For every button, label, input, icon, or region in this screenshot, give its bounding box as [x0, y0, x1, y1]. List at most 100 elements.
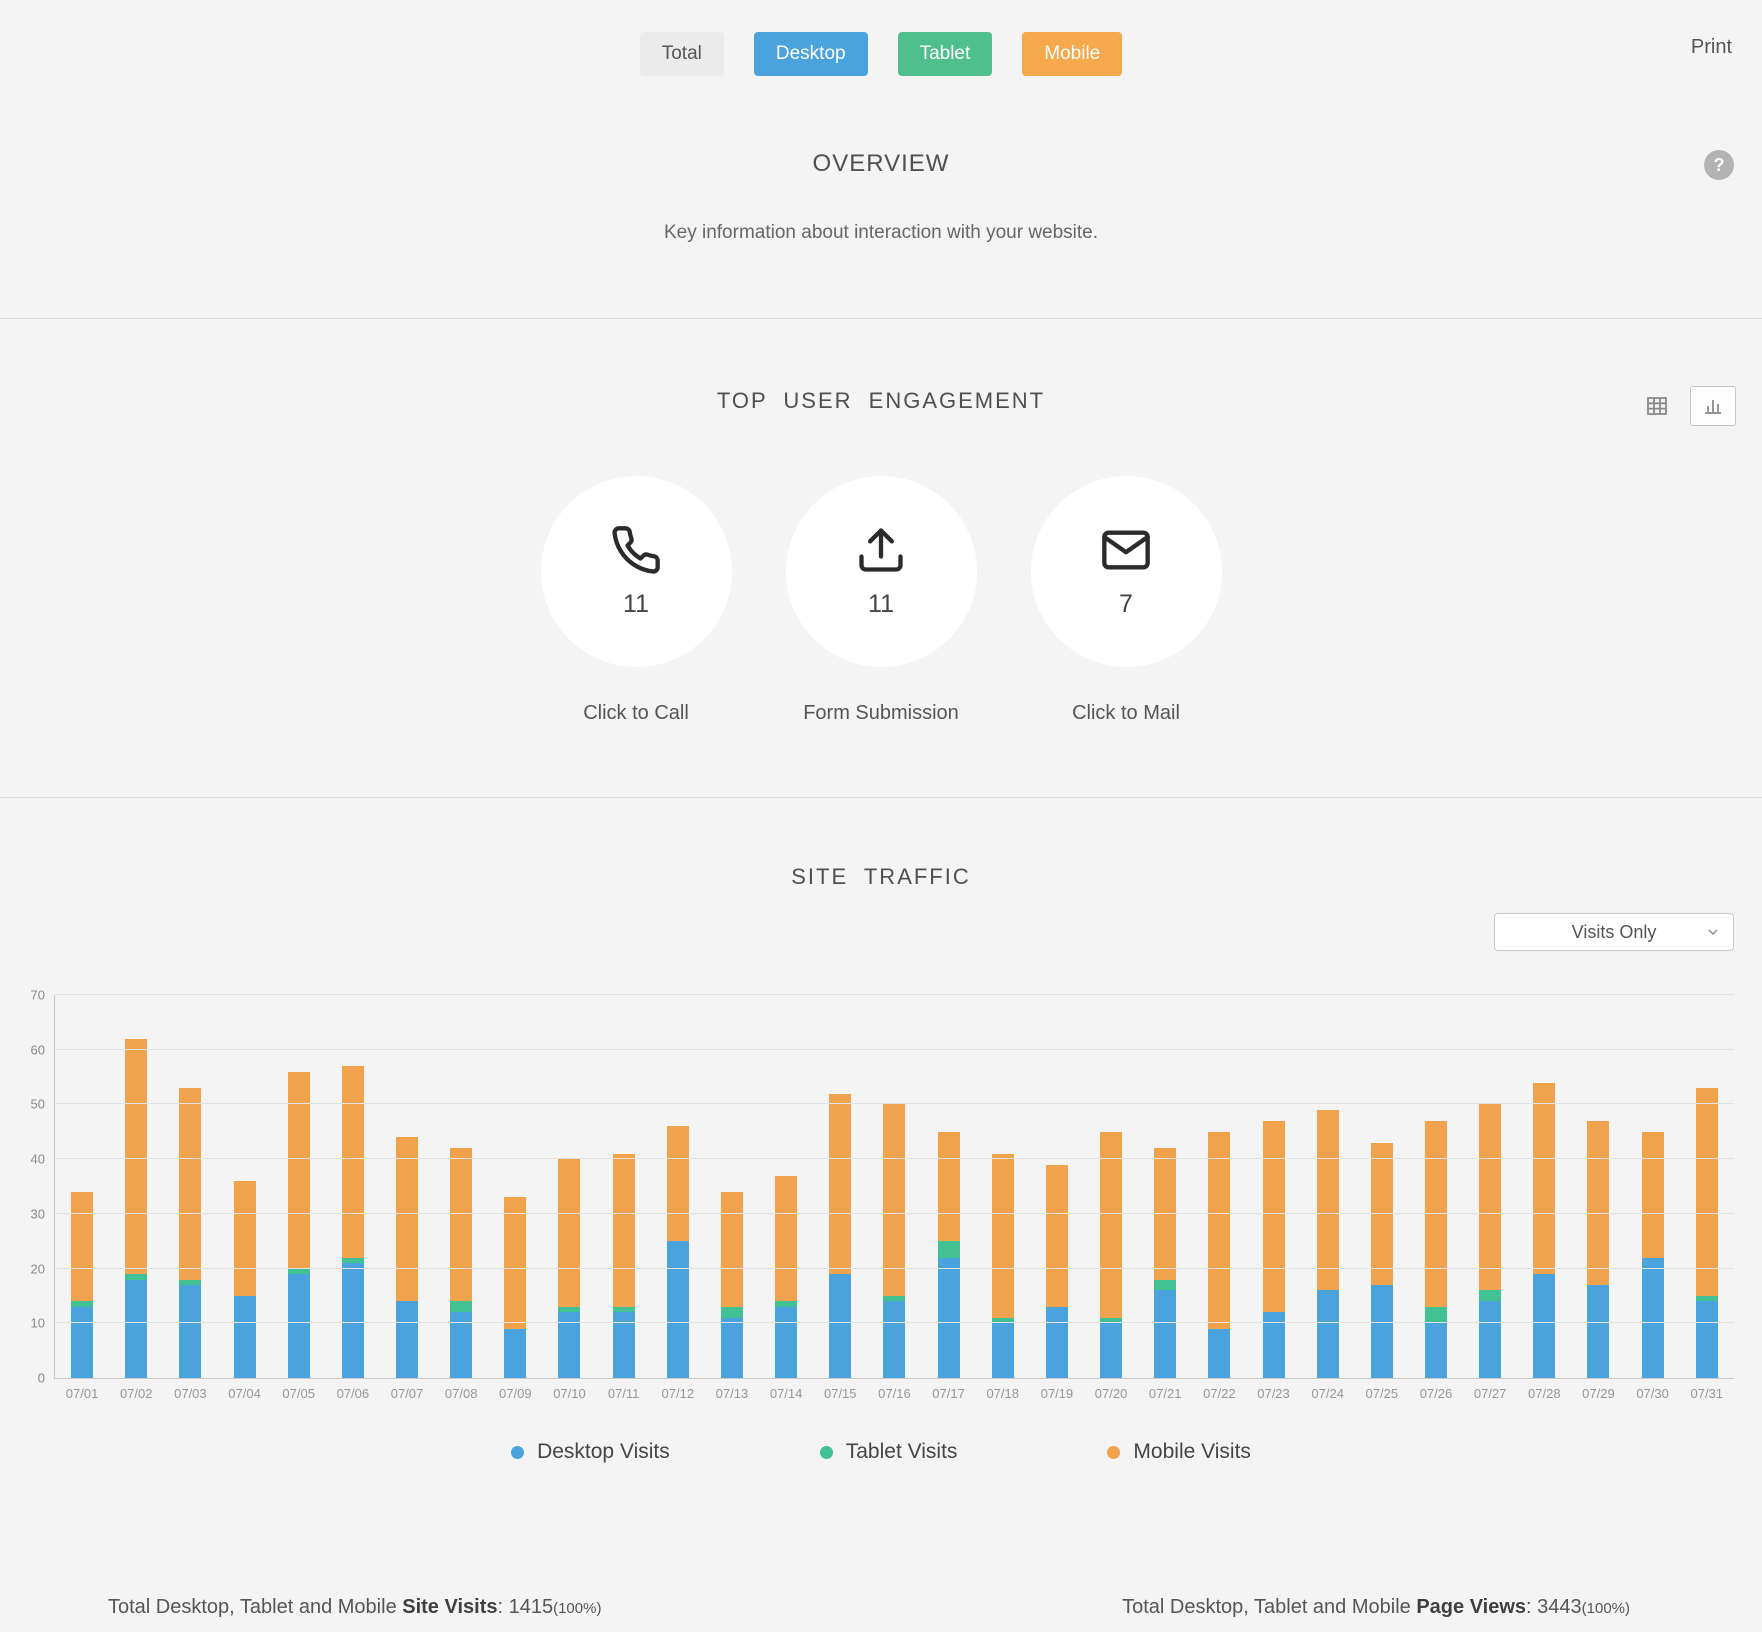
desktop-visits-segment: [287, 1274, 310, 1378]
chart-bar-07-09[interactable]: [504, 995, 527, 1378]
chart-bar-07-07[interactable]: [396, 995, 419, 1378]
chart-bar-07-12[interactable]: [666, 995, 689, 1378]
filter-desktop-button[interactable]: Desktop: [753, 32, 868, 76]
click-to-call-stat: 11: [540, 476, 732, 667]
desktop-visits-segment: [558, 1312, 581, 1378]
x-axis-label: 07/30: [1636, 1386, 1669, 1401]
chart-bar-07-29[interactable]: [1587, 995, 1610, 1378]
print-button[interactable]: Print: [1690, 36, 1732, 58]
desktop-visits-segment: [1100, 1323, 1123, 1378]
x-axis-label: 07/27: [1473, 1386, 1507, 1401]
engagement-circles: 11 11 7: [0, 476, 1762, 667]
legend-item-mobile-visits[interactable]: Mobile Visits: [1107, 1440, 1251, 1464]
form-submission-label: Form Submission: [803, 702, 959, 724]
dropdown-value: Visits Only: [1571, 921, 1657, 942]
chart-bar-07-05[interactable]: [287, 995, 310, 1378]
desktop-visits-segment: [1262, 1312, 1285, 1378]
y-axis-label: 50: [30, 1096, 45, 1112]
legend-item-desktop-visits[interactable]: Desktop Visits: [511, 1440, 670, 1464]
bar-slot: [1517, 995, 1571, 1378]
chart-bar-07-25[interactable]: [1370, 995, 1393, 1378]
chart-bar-07-16[interactable]: [883, 995, 906, 1378]
chart-bar-07-20[interactable]: [1100, 995, 1123, 1378]
x-axis-label: 07/15: [823, 1386, 857, 1401]
mobile-visits-segment: [558, 1159, 581, 1307]
bar-slot: [55, 995, 109, 1378]
mobile-visits-segment: [504, 1197, 527, 1329]
mobile-visits-segment: [1479, 1104, 1502, 1291]
x-axis-label: 07/25: [1365, 1386, 1399, 1401]
help-icon[interactable]: ?: [1704, 150, 1734, 180]
mobile-visits-segment: [1100, 1131, 1123, 1318]
table-view-button[interactable]: [1634, 386, 1680, 426]
gridline: [55, 1212, 1734, 1214]
mobile-visits-segment: [1424, 1120, 1447, 1307]
x-axis-label: 07/19: [1040, 1386, 1074, 1401]
mobile-visits-segment: [666, 1126, 689, 1242]
x-axis-label: 07/18: [986, 1386, 1019, 1401]
chart-bar-07-24[interactable]: [1316, 995, 1339, 1378]
chart-bar-07-28[interactable]: [1533, 995, 1556, 1378]
chart-bar-07-03[interactable]: [179, 995, 202, 1378]
mobile-visits-segment: [1695, 1088, 1718, 1296]
chart-bar-07-08[interactable]: [450, 995, 473, 1378]
chart-bar-07-31[interactable]: [1695, 995, 1718, 1378]
table-grid-icon: [1647, 397, 1667, 415]
mobile-visits-segment: [883, 1104, 906, 1296]
legend-dot-icon: [511, 1445, 525, 1459]
x-axis-label: 07/28: [1528, 1386, 1561, 1401]
chart-bar-07-27[interactable]: [1479, 995, 1502, 1378]
desktop-visits-segment: [1479, 1301, 1502, 1378]
visits-only-dropdown[interactable]: Visits Only: [1494, 913, 1734, 951]
legend-label: Desktop Visits: [537, 1440, 670, 1463]
desktop-visits-segment: [71, 1306, 94, 1378]
filter-total-button[interactable]: Total: [639, 32, 724, 76]
bar-slot: [651, 995, 705, 1378]
form-submission-stat: 11: [785, 476, 977, 667]
filter-tablet-button[interactable]: Tablet: [897, 32, 993, 76]
x-axis-label: 07/14: [769, 1386, 803, 1401]
chart-bar-07-26[interactable]: [1424, 995, 1447, 1378]
chart-bar-07-15[interactable]: [829, 995, 852, 1378]
desktop-visits-segment: [991, 1323, 1014, 1378]
mobile-visits-segment: [1154, 1148, 1177, 1280]
chart-bar-07-14[interactable]: [775, 995, 798, 1378]
chart-bar-07-19[interactable]: [1045, 995, 1068, 1378]
desktop-visits-segment: [1208, 1328, 1231, 1378]
desktop-visits-segment: [612, 1312, 635, 1378]
mobile-visits-segment: [341, 1066, 364, 1258]
desktop-visits-segment: [1533, 1274, 1556, 1378]
desktop-visits-segment: [1154, 1290, 1177, 1378]
x-axis-label: 07/12: [661, 1386, 695, 1401]
chart-bar-07-17[interactable]: [937, 995, 960, 1378]
mobile-visits-segment: [287, 1071, 310, 1269]
x-axis-label: 07/10: [553, 1386, 586, 1401]
desktop-visits-segment: [1424, 1323, 1447, 1378]
site-traffic-chart: 07/01 07/02 07/03 07/04 07/05 07/06 07/07 07/08…: [31, 988, 1734, 1401]
chart-bar-07-02[interactable]: [125, 995, 148, 1378]
chart-bar-07-21[interactable]: [1154, 995, 1177, 1378]
bar-slot: [1138, 995, 1192, 1378]
chart-bar-07-01[interactable]: [71, 995, 94, 1378]
mobile-visits-segment: [775, 1175, 798, 1302]
bar-slot: [109, 995, 163, 1378]
chart-bar-07-18[interactable]: [991, 995, 1014, 1378]
mobile-visits-segment: [937, 1131, 960, 1242]
chart-bar-07-11[interactable]: [612, 995, 635, 1378]
chart-bar-07-10[interactable]: [558, 995, 581, 1378]
chart-bar-07-23[interactable]: [1262, 995, 1285, 1378]
chart-bar-07-06[interactable]: [341, 995, 364, 1378]
chart-bar-07-13[interactable]: [720, 995, 743, 1378]
chart-bar-07-22[interactable]: [1208, 995, 1231, 1378]
chart-bar-07-30[interactable]: [1641, 995, 1664, 1378]
tablet-visits-segment: [1154, 1279, 1177, 1291]
filter-mobile-button[interactable]: Mobile: [1022, 32, 1123, 76]
legend-label: Tablet Visits: [845, 1440, 958, 1463]
bar-slot: [217, 995, 271, 1378]
tablet-visits-segment: [991, 1317, 1014, 1324]
legend-item-tablet-visits[interactable]: Tablet Visits: [819, 1440, 958, 1464]
chart-view-button[interactable]: [1690, 386, 1736, 426]
tablet-visits-segment: [1695, 1295, 1718, 1302]
chart-bar-07-04[interactable]: [233, 995, 256, 1378]
mobile-visits-segment: [1262, 1120, 1285, 1313]
